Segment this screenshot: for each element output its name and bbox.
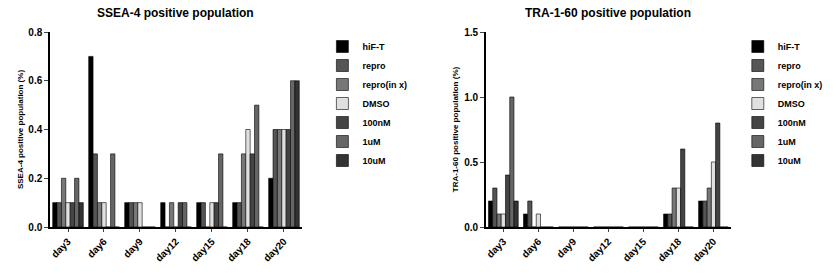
svg-text:0.4: 0.4	[28, 124, 42, 135]
svg-text:repro(in x): repro(in x)	[778, 80, 823, 90]
svg-text:1.0: 1.0	[464, 92, 478, 103]
svg-text:repro: repro	[778, 61, 802, 71]
svg-text:10uM: 10uM	[362, 156, 385, 166]
svg-text:0.8: 0.8	[28, 27, 42, 38]
svg-text:0.0: 0.0	[28, 222, 42, 233]
svg-text:TRA-1-60 positive population: TRA-1-60 positive population	[525, 6, 691, 20]
svg-text:day3: day3	[49, 236, 73, 260]
svg-text:day12: day12	[586, 236, 614, 264]
svg-text:10uM: 10uM	[778, 156, 801, 166]
svg-text:day15: day15	[621, 236, 649, 264]
svg-text:0.6: 0.6	[28, 75, 42, 86]
svg-text:hiF-T: hiF-T	[362, 42, 384, 52]
svg-text:0.0: 0.0	[464, 222, 478, 233]
svg-text:SSEA-4 positive population: SSEA-4 positive population	[97, 6, 254, 20]
svg-text:hiF-T: hiF-T	[778, 42, 800, 52]
svg-text:day15: day15	[189, 236, 217, 264]
svg-text:SSEA-4 positive population (%): SSEA-4 positive population (%)	[16, 70, 25, 189]
svg-text:repro: repro	[362, 61, 386, 71]
svg-text:day9: day9	[121, 236, 145, 260]
svg-text:TRA-1-60 positive population (: TRA-1-60 positive population (%)	[451, 67, 460, 193]
svg-text:repro(in x): repro(in x)	[362, 80, 407, 90]
svg-text:DMSO: DMSO	[362, 99, 389, 109]
svg-text:day20: day20	[691, 236, 719, 264]
svg-text:day6: day6	[519, 236, 543, 260]
svg-text:day20: day20	[261, 236, 289, 264]
svg-text:100nM: 100nM	[362, 118, 390, 128]
svg-text:day9: day9	[554, 236, 578, 260]
svg-text:day3: day3	[484, 236, 508, 260]
svg-text:1uM: 1uM	[362, 137, 380, 147]
svg-text:DMSO: DMSO	[778, 99, 805, 109]
svg-text:0.5: 0.5	[464, 157, 478, 168]
svg-text:day6: day6	[85, 236, 109, 260]
svg-text:day18: day18	[225, 236, 253, 264]
svg-text:day12: day12	[153, 236, 181, 264]
svg-text:1uM: 1uM	[778, 137, 796, 147]
svg-text:1.5: 1.5	[464, 27, 478, 38]
svg-text:day18: day18	[656, 236, 684, 264]
svg-text:100nM: 100nM	[778, 118, 806, 128]
svg-text:0.2: 0.2	[28, 173, 42, 184]
